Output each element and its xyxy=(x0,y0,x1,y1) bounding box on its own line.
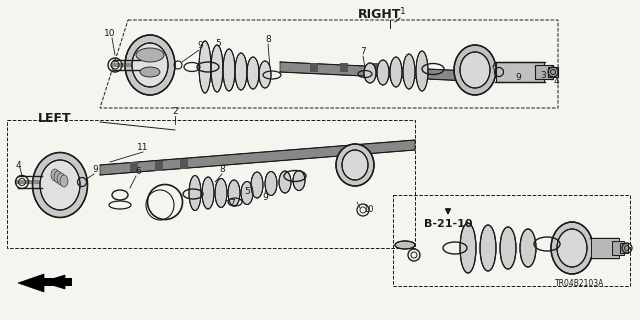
Ellipse shape xyxy=(293,171,305,190)
Ellipse shape xyxy=(259,61,271,88)
Text: 6: 6 xyxy=(135,167,141,177)
Ellipse shape xyxy=(211,45,223,92)
Text: 8: 8 xyxy=(265,36,271,44)
Text: 11: 11 xyxy=(137,143,148,153)
Ellipse shape xyxy=(336,144,374,186)
Bar xyxy=(620,243,628,253)
Text: 2: 2 xyxy=(172,108,178,116)
Text: 6: 6 xyxy=(491,63,497,73)
Ellipse shape xyxy=(199,41,211,93)
Ellipse shape xyxy=(51,169,59,181)
Text: 9: 9 xyxy=(92,165,98,174)
Ellipse shape xyxy=(223,49,235,91)
Ellipse shape xyxy=(480,225,496,271)
Ellipse shape xyxy=(390,57,402,87)
Text: 10: 10 xyxy=(363,205,374,214)
Ellipse shape xyxy=(416,51,428,91)
Bar xyxy=(535,65,553,79)
Ellipse shape xyxy=(460,223,476,273)
Ellipse shape xyxy=(140,67,160,77)
Ellipse shape xyxy=(520,229,536,267)
Ellipse shape xyxy=(33,153,88,218)
Text: 1: 1 xyxy=(400,7,406,17)
Bar xyxy=(612,241,624,255)
Ellipse shape xyxy=(241,181,253,204)
Text: 9: 9 xyxy=(515,74,521,83)
Ellipse shape xyxy=(136,48,164,62)
Ellipse shape xyxy=(125,35,175,95)
Bar xyxy=(370,63,378,72)
Text: 7: 7 xyxy=(360,47,366,57)
Text: 5: 5 xyxy=(244,188,250,196)
Ellipse shape xyxy=(251,172,263,198)
Ellipse shape xyxy=(460,52,490,88)
Text: 4: 4 xyxy=(15,161,21,170)
Ellipse shape xyxy=(132,43,168,87)
Polygon shape xyxy=(280,62,490,82)
Text: 4: 4 xyxy=(553,77,559,86)
Ellipse shape xyxy=(395,241,415,249)
Text: 9: 9 xyxy=(197,42,203,51)
Ellipse shape xyxy=(279,171,291,193)
Bar xyxy=(591,238,619,258)
Text: LEFT: LEFT xyxy=(38,111,72,124)
Ellipse shape xyxy=(57,173,65,185)
Ellipse shape xyxy=(342,150,368,180)
Text: 7: 7 xyxy=(229,198,235,207)
Text: FR.: FR. xyxy=(48,278,66,288)
Polygon shape xyxy=(42,275,65,289)
Text: 9: 9 xyxy=(262,193,268,202)
Ellipse shape xyxy=(215,179,227,207)
Bar xyxy=(340,63,348,72)
Bar xyxy=(496,62,544,82)
Bar xyxy=(310,63,318,72)
Bar xyxy=(180,159,188,169)
Text: 10: 10 xyxy=(104,29,116,38)
Ellipse shape xyxy=(228,180,240,206)
Ellipse shape xyxy=(40,160,80,210)
Bar xyxy=(130,162,138,172)
Bar xyxy=(42,278,72,286)
Ellipse shape xyxy=(235,53,247,90)
Text: B-21-10: B-21-10 xyxy=(424,219,472,229)
Ellipse shape xyxy=(377,60,389,85)
Ellipse shape xyxy=(454,45,496,95)
Text: RIGHT: RIGHT xyxy=(358,9,402,21)
Ellipse shape xyxy=(557,229,587,267)
Text: 3: 3 xyxy=(540,70,546,79)
Ellipse shape xyxy=(247,57,259,89)
Text: TR04B2103A: TR04B2103A xyxy=(556,278,605,287)
Ellipse shape xyxy=(551,222,593,274)
Ellipse shape xyxy=(54,171,62,183)
Ellipse shape xyxy=(265,172,277,196)
Ellipse shape xyxy=(364,63,376,83)
Ellipse shape xyxy=(403,54,415,89)
Text: 8: 8 xyxy=(219,165,225,174)
Bar xyxy=(155,161,163,171)
Text: 5: 5 xyxy=(215,38,221,47)
Ellipse shape xyxy=(189,175,201,211)
Bar xyxy=(548,67,558,77)
Ellipse shape xyxy=(60,175,68,187)
Ellipse shape xyxy=(202,177,214,209)
Polygon shape xyxy=(18,274,44,292)
Ellipse shape xyxy=(500,227,516,269)
Polygon shape xyxy=(100,140,415,175)
